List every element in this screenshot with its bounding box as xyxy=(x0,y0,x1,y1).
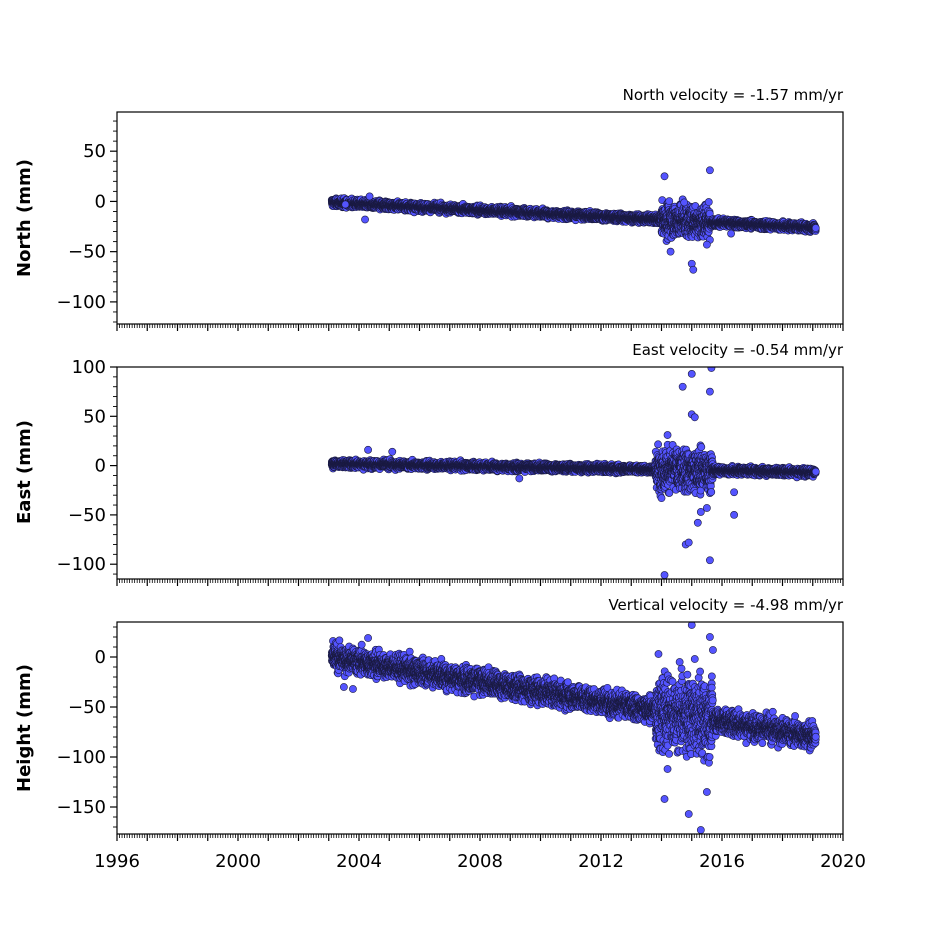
north-points xyxy=(327,166,820,274)
north-title: North velocity = -1.57 mm/yr xyxy=(623,86,844,104)
north-data-point xyxy=(665,197,674,206)
north-ylabel: North (mm) xyxy=(14,159,35,277)
north-data-point xyxy=(704,198,713,206)
north-panel: North velocity = -1.57 mm/yr North (mm) … xyxy=(14,86,844,331)
